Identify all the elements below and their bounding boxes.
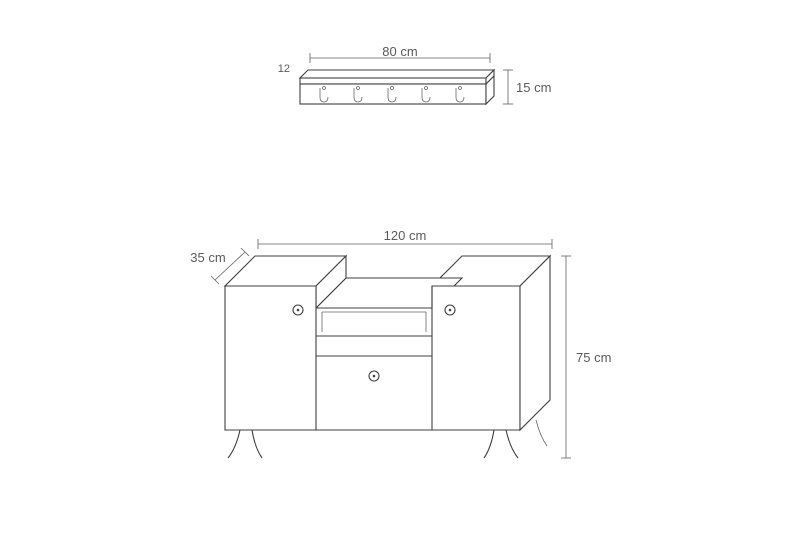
- sideboard-width-label: 120 cm: [384, 228, 427, 243]
- furniture-dimension-drawing: 80 cm 12: [0, 0, 800, 533]
- shelf-width-label: 80 cm: [382, 44, 417, 59]
- wall-shelf: 80 cm 12: [278, 44, 552, 104]
- sideboard-front: [225, 286, 520, 430]
- shelf-width-dimension: 80 cm: [310, 44, 490, 63]
- shelf-height-dimension: 15 cm: [503, 70, 551, 104]
- shelf-depth-label: 12: [278, 63, 290, 75]
- sideboard: 35 cm 120 cm: [190, 228, 611, 458]
- knob-drawer-dot: [373, 375, 376, 378]
- knob-left-dot: [297, 309, 300, 312]
- shelf-top-front: [300, 78, 486, 84]
- shelf-height-label: 15 cm: [516, 80, 551, 95]
- sideboard-depth-label: 35 cm: [190, 250, 225, 265]
- sideboard-right-side: [520, 256, 550, 430]
- sideboard-width-dimension: 120 cm: [258, 228, 552, 249]
- knob-right-dot: [449, 309, 452, 312]
- shelf-top-board: [300, 70, 494, 78]
- sideboard-height-label: 75 cm: [576, 350, 611, 365]
- sideboard-height-dimension: 75 cm: [561, 256, 611, 458]
